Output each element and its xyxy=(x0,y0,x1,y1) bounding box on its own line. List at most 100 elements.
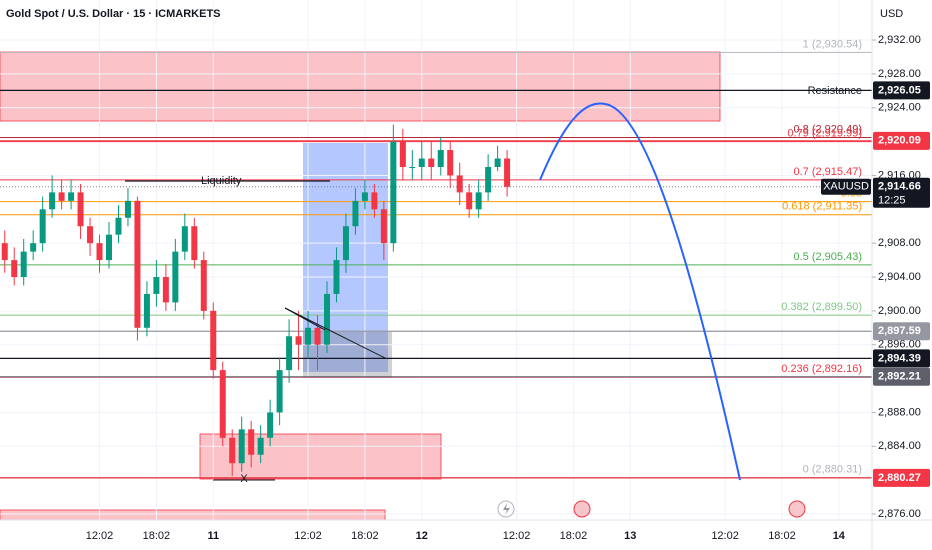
event-icon-glyph xyxy=(503,503,510,515)
currency-label: USD xyxy=(880,8,903,20)
candle-body xyxy=(257,437,264,455)
candle-body xyxy=(371,192,378,210)
y-tick-label: 2,884.00 xyxy=(878,440,921,452)
x-tick-label: 18:02 xyxy=(143,530,171,542)
candle-body xyxy=(20,251,27,278)
candle-body xyxy=(399,141,406,167)
x-tick-label: 12:02 xyxy=(294,530,322,542)
countdown-label: 12:25 xyxy=(878,195,906,207)
demand-zone xyxy=(0,509,386,521)
event-icon[interactable] xyxy=(788,500,806,518)
price-badge xyxy=(873,367,930,386)
candle-body xyxy=(229,437,236,464)
price-badge-label: 2,920.09 xyxy=(878,135,921,147)
fib-label: 0.8 (2,920.49) xyxy=(794,123,863,135)
x-tick-label: 13 xyxy=(624,530,636,542)
symbol-badge xyxy=(821,178,871,195)
fib-label: 0.618 (2,911.35) xyxy=(782,201,862,213)
candle-body xyxy=(324,293,330,345)
symbol-label: XAUUSD xyxy=(823,181,869,193)
grid xyxy=(0,0,872,520)
candle-body xyxy=(143,293,150,328)
candle-body xyxy=(418,158,425,167)
fib-label: 0.7 (2,915.47) xyxy=(794,166,863,178)
candle-body xyxy=(181,226,188,252)
x-tick-label: 12 xyxy=(416,530,428,542)
fib-label: 0.5 (2,905.43) xyxy=(794,251,863,263)
candle-body xyxy=(68,192,75,201)
liquidity-label: Liquidity xyxy=(201,175,242,187)
demand-zone xyxy=(199,433,442,480)
candle-body xyxy=(238,429,245,464)
x-tick-label: 18:02 xyxy=(351,530,379,542)
candle-body xyxy=(447,150,454,176)
candle-body xyxy=(106,234,112,261)
x-label: X xyxy=(240,473,248,485)
candle-body xyxy=(342,226,349,261)
candle-body xyxy=(162,277,169,303)
price-badge-label: 2,892.21 xyxy=(878,371,921,383)
trend-line xyxy=(284,307,386,359)
candle-body xyxy=(191,226,198,261)
fib-label: 0 (2,880.31) xyxy=(803,463,862,475)
x-tick-label: 14 xyxy=(833,530,846,542)
candle-body xyxy=(58,192,65,201)
candle-body xyxy=(200,260,207,311)
candle-body xyxy=(124,200,131,218)
fib-label: 1 (2,930.54) xyxy=(803,38,862,50)
levels: 1 (2,930.54) 0.8 (2,920.49)0.79 (2,919.99… xyxy=(0,38,872,479)
candle-body xyxy=(305,327,312,345)
candle-body xyxy=(210,310,217,371)
chart-title: Gold Spot / U.S. Dollar · 15 · ICMARKETS xyxy=(6,8,221,20)
candle-body xyxy=(380,209,387,244)
candle-body xyxy=(219,370,226,438)
candle-body xyxy=(1,243,8,261)
candle-body xyxy=(314,327,321,345)
candle-body xyxy=(352,200,359,227)
candle-body xyxy=(409,166,416,168)
price-badge xyxy=(873,349,930,368)
resistance-label: Resistance xyxy=(808,85,862,97)
supply-zone xyxy=(0,51,721,122)
candles xyxy=(1,124,511,476)
x-tick-label: 18:02 xyxy=(560,530,588,542)
candle-body xyxy=(333,260,340,294)
price-badge-label: 2,897.59 xyxy=(878,325,921,337)
trend-line xyxy=(284,307,326,331)
price-badge-label: 2,880.27 xyxy=(878,472,921,484)
y-tick-label: 2,928.00 xyxy=(878,68,921,80)
candle-body xyxy=(115,217,122,235)
candle-body xyxy=(276,370,283,413)
y-tick-label: 2,932.00 xyxy=(878,34,921,46)
candle-body xyxy=(466,192,473,210)
y-tick-label: 2,908.00 xyxy=(878,237,921,249)
candle-body xyxy=(172,251,179,303)
y-tick-label: 2,900.00 xyxy=(878,305,921,317)
candle-body xyxy=(267,412,274,438)
event-icon[interactable] xyxy=(573,500,591,518)
last-price-label: 2,914.66 xyxy=(878,181,921,193)
x-tick-label: 12:02 xyxy=(86,530,114,542)
x-tick-label: 12:02 xyxy=(503,530,531,542)
candle-body xyxy=(295,336,302,345)
candle-body xyxy=(77,192,84,227)
x-tick-label: 18:02 xyxy=(768,530,796,542)
price-badge xyxy=(873,322,930,341)
price-badge xyxy=(873,468,930,487)
candle-body xyxy=(494,158,501,167)
candle-body xyxy=(153,277,160,294)
candle-body xyxy=(49,192,56,210)
price-badge-label: 2,926.05 xyxy=(878,84,921,96)
candle-body xyxy=(30,243,37,252)
y-tick-label: 2,924.00 xyxy=(878,102,921,114)
y-tick-label: 2,896.00 xyxy=(878,339,921,351)
fib-label: 0.236 (2,892.16) xyxy=(781,363,862,375)
y-tick-label: 2,904.00 xyxy=(878,271,921,283)
price-badge-label: 2,894.39 xyxy=(878,352,921,364)
fib-label: 0.79 (2,919.99) xyxy=(787,128,862,140)
candle-body xyxy=(39,209,46,244)
candle-body xyxy=(96,243,103,261)
candle-body xyxy=(485,166,492,193)
